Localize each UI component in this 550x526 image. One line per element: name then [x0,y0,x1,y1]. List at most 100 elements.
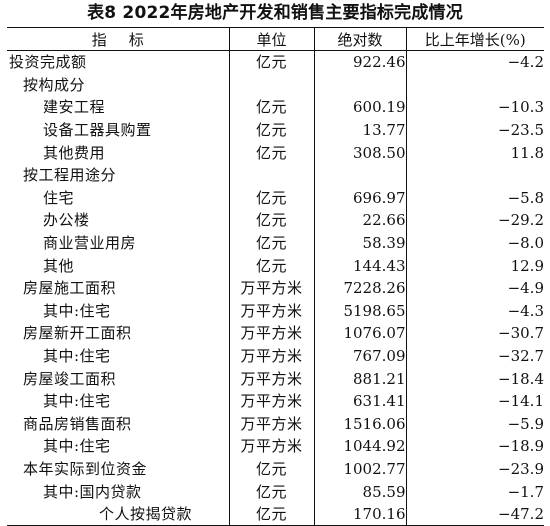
row-growth: −1.7 [405,480,544,503]
row-growth: 12.9 [405,254,544,277]
row-value: 922.46 [313,50,406,74]
row-value: 170.16 [313,502,406,526]
row-name: 其中:住宅 [43,437,111,456]
row-growth: −4.3 [405,299,544,323]
table-row: 房屋新开工面积 万平方米 1076.07 −30.7 [7,322,544,345]
row-growth: −14.1 [405,389,544,413]
table-title: 表8 2022年房地产开发和销售主要指标完成情况 [87,3,463,23]
row-unit: 亿元 [228,96,314,119]
row-growth: −4.9 [405,276,544,300]
row-value: 144.43 [313,254,406,277]
row-value: 1516.06 [313,412,406,436]
row-unit: 亿元 [228,118,314,142]
row-name: 按构成分 [23,75,86,94]
row-value: 5198.65 [313,299,406,323]
row-unit: 亿元 [228,141,314,164]
row-unit: 万平方米 [228,412,314,436]
indicator-table: 指标 单位 绝对数 比上年增长(%) 投资完成额 亿元 922.46 −4.2 … [7,27,544,526]
row-growth: 11.8 [405,141,544,164]
row-value: 1002.77 [313,457,406,481]
row-growth: −10.3 [405,96,544,119]
row-name: 个人按揭贷款 [7,502,229,526]
row-unit: 亿元 [228,186,314,210]
row-unit: 万平方米 [228,389,314,413]
table-row: 其他 亿元 144.43 12.9 [7,254,544,277]
table-row: 按工程用途分 [7,163,544,187]
row-value: 1076.07 [313,322,406,345]
table-row: 其他费用 亿元 308.50 11.8 [7,141,544,164]
row-growth: −23.9 [405,457,544,481]
table-row: 其中:住宅 万平方米 5198.65 −4.3 [7,299,544,323]
row-unit: 万平方米 [228,299,314,323]
row-unit: 万平方米 [228,322,314,345]
row-value: 600.19 [313,96,406,119]
row-name: 其中:国内贷款 [43,482,142,501]
row-unit [228,163,314,187]
row-growth [405,73,544,97]
table-row: 商业营业用房 亿元 58.39 −8.0 [7,231,544,255]
row-unit: 亿元 [228,231,314,255]
row-value: 85.59 [313,480,406,503]
row-unit: 万平方米 [228,276,314,300]
table-row: 办公楼 亿元 22.66 −29.2 [7,209,544,232]
table-row: 建安工程 亿元 600.19 −10.3 [7,96,544,119]
row-unit: 万平方米 [228,344,314,368]
table-row: 按构成分 [7,73,544,97]
header-unit: 单位 [228,27,314,51]
row-growth: −18.9 [405,435,544,458]
row-unit [228,73,314,97]
row-value: 631.41 [313,389,406,413]
table-row: 商品房销售面积 万平方米 1516.06 −5.9 [7,412,544,436]
row-growth: −18.4 [405,367,544,390]
row-name: 本年实际到位资金 [23,459,148,478]
header-indicator: 指标 [7,27,229,51]
row-name: 房屋竣工面积 [23,369,117,388]
row-unit: 万平方米 [228,367,314,390]
row-growth: −4.2 [405,50,544,74]
row-value [313,73,406,97]
row-value: 696.97 [313,186,406,210]
row-name: 设备工器具购置 [43,121,152,140]
header-growth: 比上年增长(%) [405,27,544,51]
row-unit: 亿元 [228,209,314,232]
row-value: 13.77 [313,118,406,142]
header-row: 指标 单位 绝对数 比上年增长(%) [7,27,544,51]
table-row: 投资完成额 亿元 922.46 −4.2 [7,50,544,74]
row-value [313,163,406,187]
row-growth: −23.5 [405,118,544,142]
table-row: 其中:住宅 万平方米 1044.92 −18.9 [7,435,544,458]
row-value: 767.09 [313,344,406,368]
table-row: 房屋竣工面积 万平方米 881.21 −18.4 [7,367,544,390]
row-growth: −47.2 [405,502,544,526]
row-name: 办公楼 [43,211,90,230]
row-growth: −32.7 [405,344,544,368]
row-name: 按工程用途分 [23,166,117,185]
table-row: 房屋施工面积 万平方米 7228.26 −4.9 [7,276,544,300]
row-name: 其他费用 [43,143,106,162]
row-name: 其中:住宅 [43,392,111,411]
row-unit: 万平方米 [228,435,314,458]
table-row: 本年实际到位资金 亿元 1002.77 −23.9 [7,457,544,481]
row-value: 7228.26 [313,276,406,300]
table-row: 设备工器具购置 亿元 13.77 −23.5 [7,118,544,142]
row-name: 投资完成额 [9,53,87,72]
table-row: 其中:国内贷款 亿元 85.59 −1.7 [7,480,544,503]
row-unit: 亿元 [228,254,314,277]
row-name: 其他 [43,256,75,275]
row-value: 58.39 [313,231,406,255]
row-unit: 亿元 [228,457,314,481]
row-growth [405,163,544,187]
header-absolute: 绝对数 [313,27,406,51]
row-name: 房屋施工面积 [23,279,117,298]
row-growth: −5.8 [405,186,544,210]
row-name: 商品房销售面积 [23,414,132,433]
row-unit: 亿元 [228,502,314,526]
row-growth: −8.0 [405,231,544,255]
table-row: 住宅 亿元 696.97 −5.8 [7,186,544,210]
row-name: 住宅 [43,188,75,207]
row-growth: −30.7 [405,322,544,345]
row-growth: −5.9 [405,412,544,436]
row-value: 308.50 [313,141,406,164]
row-value: 881.21 [313,367,406,390]
table-row: 其中:住宅 万平方米 767.09 −32.7 [7,344,544,368]
